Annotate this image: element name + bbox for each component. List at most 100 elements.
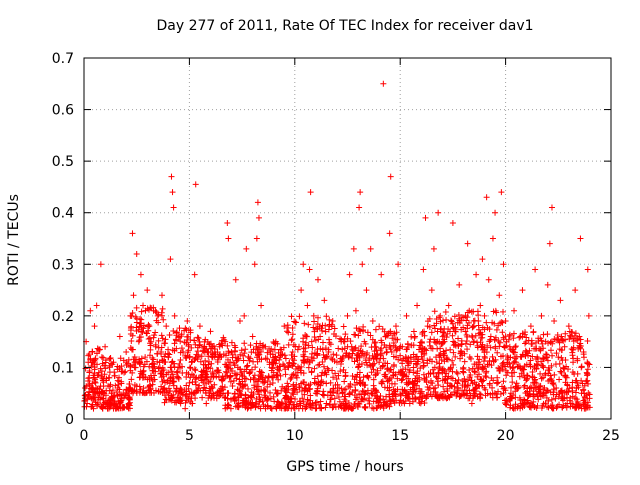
data-point-dense [380,355,387,362]
data-point-dense [131,381,138,388]
data-point-dense [433,339,440,346]
data-point-dense [342,385,349,392]
data-point-dense [161,359,168,366]
data-point [350,245,357,252]
data-point-dense [202,336,209,343]
data-point-dense [503,372,510,379]
data-point-dense [125,356,132,363]
data-point-dense [288,313,295,320]
data-point-dense [497,339,504,346]
data-point-dense [447,346,454,353]
data-point-dense [532,345,539,352]
data-point-dense [500,308,507,315]
data-point-dense [331,325,338,332]
data-point [422,214,429,221]
data-point [137,271,144,278]
data-point-dense [178,345,185,352]
data-point-dense [527,363,534,370]
data-point-dense [390,342,397,349]
data-point-dense [319,359,326,366]
data-point-dense [150,334,157,341]
data-point-dense [196,338,203,345]
data-point [266,359,273,366]
data-point [580,348,587,355]
data-point [317,333,324,340]
data-point-dense [290,361,297,368]
data-point-dense [577,340,584,347]
data-point-dense [555,393,562,400]
data-point-dense [223,363,230,370]
data-point [525,400,532,407]
data-point [228,348,235,355]
data-point-dense [479,346,486,353]
data-point-dense [347,384,354,391]
data-point-dense [474,353,481,360]
data-point-dense [406,390,413,397]
data-point [123,348,130,355]
data-point-dense [540,374,547,381]
data-point-dense [219,337,226,344]
data-point-dense [482,372,489,379]
data-point-dense [463,332,470,339]
data-point [371,354,378,361]
data-point [506,343,513,350]
data-point [416,374,423,381]
data-point [260,379,267,386]
data-point-dense [205,394,212,401]
data-point [243,245,250,252]
data-point-dense [245,385,252,392]
data-point-dense [195,335,202,342]
data-point [201,343,208,350]
data-point-dense [547,372,554,379]
data-point [462,312,469,319]
data-point-dense [264,349,271,356]
data-point-dense [214,389,221,396]
data-point-dense [318,372,325,379]
data-point-dense [168,397,175,404]
y-axis-tick-labels: 0 0.1 0.2 0.3 0.4 0.5 0.6 0.7 [52,51,74,428]
data-point-dense [345,353,352,360]
data-point-dense [427,336,434,343]
data-point-dense [438,340,445,347]
data-point [232,276,239,283]
data-point-dense [420,362,427,369]
data-point-dense [544,388,551,395]
data-point-dense [386,403,393,410]
data-point-dense [549,352,556,359]
data-point-dense [278,387,285,394]
data-point [530,379,537,386]
data-point [177,390,184,397]
data-point-dense [543,351,550,358]
data-point [352,307,359,314]
data-point [293,374,300,381]
data-point-dense [170,378,177,385]
data-point-dense [144,323,151,330]
data-point-dense [504,353,511,360]
data-point-dense [235,400,242,407]
data-point-dense [285,341,292,348]
data-point-dense [299,405,306,412]
data-point-dense [492,334,499,341]
data-point-dense [372,388,379,395]
data-point-dense [534,362,541,369]
data-point [496,292,503,299]
data-point [475,359,482,366]
data-point-dense [586,391,593,398]
data-point-dense [279,383,286,390]
data-point-dense [270,374,277,381]
data-point-dense [220,334,227,341]
data-point [583,369,590,376]
data-point-dense [430,370,437,377]
data-point-dense [558,369,565,376]
data-point [420,266,427,273]
x-tick-label: 20 [497,428,515,444]
data-point-dense [316,323,323,330]
data-point [344,312,351,319]
data-point-dense [521,383,528,390]
data-point [253,235,260,242]
data-point-dense [530,329,537,336]
data-point-dense [493,326,500,333]
data-point-dense [289,336,296,343]
data-point-dense [83,403,90,410]
